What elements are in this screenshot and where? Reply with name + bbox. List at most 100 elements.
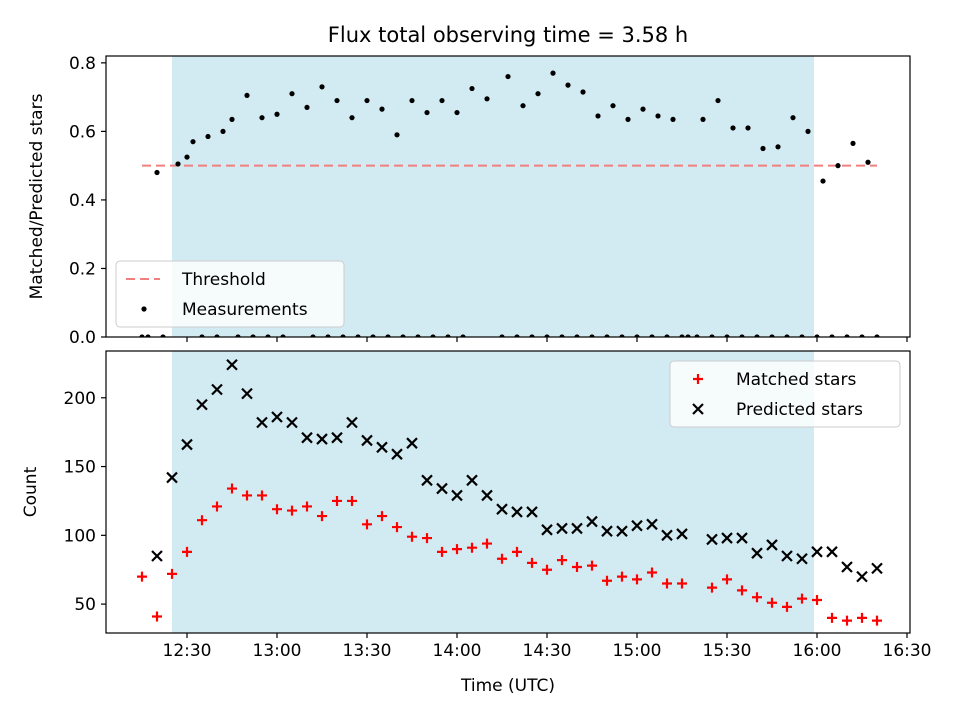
matched-star-point <box>617 571 627 582</box>
measurement-point <box>220 128 226 134</box>
predicted-star-point <box>661 529 673 542</box>
predicted-star-point <box>796 552 808 565</box>
predicted-star-point <box>481 489 493 502</box>
predicted-star-point <box>436 482 448 495</box>
matched-star-point <box>557 555 567 566</box>
matched-star-point <box>812 594 822 605</box>
measurement-point <box>724 334 730 337</box>
predicted-star-point <box>346 416 358 429</box>
matched-star-point <box>152 611 162 622</box>
predicted-star-point <box>256 416 268 429</box>
series-group <box>139 70 880 337</box>
predicted-star-point <box>391 448 403 460</box>
matched-star-point <box>317 511 327 522</box>
measurement-point <box>580 89 586 95</box>
measurement-point <box>574 334 580 337</box>
measurement-point <box>520 103 526 109</box>
measurement-point <box>274 111 280 117</box>
matched-star-point <box>347 495 357 506</box>
predicted-star-point <box>541 524 553 536</box>
y-tick-label: 150 <box>64 458 96 478</box>
measurement-point <box>379 106 385 112</box>
predicted-star-point <box>271 411 283 423</box>
measurement-point <box>364 97 370 104</box>
predicted-star-point <box>721 532 733 544</box>
matched-star-point <box>722 574 732 585</box>
matched-star-point <box>662 578 672 589</box>
measurement-point <box>190 139 196 145</box>
predicted-star-point <box>526 506 538 518</box>
matched-star-point <box>242 490 252 501</box>
measurement-point <box>760 145 766 152</box>
predicted-star-point <box>466 474 478 487</box>
measurement-point <box>325 334 331 337</box>
matched-star-point <box>797 593 807 604</box>
matched-star-point <box>527 557 537 568</box>
predicted-star-point <box>586 515 598 528</box>
measurement-point <box>340 334 346 337</box>
predicted-star-point <box>196 398 208 411</box>
matched-star-point <box>602 575 612 586</box>
axes-frame <box>105 55 911 338</box>
matched-star-point <box>467 542 477 553</box>
predicted-star-point <box>616 525 628 537</box>
matched-star-point <box>842 615 852 626</box>
matched-star-point <box>212 501 222 512</box>
predicted-star-point <box>331 431 343 444</box>
predicted-star-point <box>571 522 583 535</box>
measurement-point <box>439 97 445 104</box>
predicted-star-point <box>511 506 523 518</box>
measurement-point <box>670 116 676 122</box>
matched-star-point <box>182 546 192 557</box>
x-tick-label: 16:30 <box>883 641 932 661</box>
measurement-point <box>544 334 550 337</box>
measurement-point <box>160 334 166 337</box>
measurement-point <box>214 334 220 337</box>
matched-star-point <box>512 546 522 557</box>
legend-matched-marker <box>693 374 703 384</box>
y-tick-label: 0.0 <box>69 328 96 348</box>
predicted-star-point <box>226 358 238 371</box>
measurement-point <box>754 334 760 337</box>
x-tick-label: 14:30 <box>523 641 572 661</box>
x-tick-label: 15:00 <box>613 641 662 661</box>
predicted-star-point <box>811 546 823 558</box>
measurement-point <box>145 334 151 337</box>
predicted-star-point <box>646 518 658 531</box>
measurement-point <box>484 96 490 102</box>
top-panel: 0.0 0.2 0.4 0.6 0.8 Matched/Predicted stars Th… <box>27 54 911 348</box>
measurement-point <box>835 163 841 169</box>
predicted-star-point <box>286 416 298 429</box>
x-axis-label: Time (UTC) <box>460 676 555 696</box>
measurement-point <box>415 334 421 337</box>
measurement-point <box>634 334 640 337</box>
measurement-point <box>625 116 631 122</box>
matched-star-point <box>497 553 507 564</box>
predicted-star-point <box>166 471 178 484</box>
measurement-point <box>460 334 466 337</box>
x-tick-label: 13:00 <box>253 641 302 661</box>
axes-frame <box>105 350 911 634</box>
measurement-point <box>775 144 781 150</box>
matched-star-point <box>407 531 417 542</box>
measurement-point <box>334 97 340 104</box>
predicted-star-point <box>631 519 643 532</box>
measurement-point <box>700 116 706 122</box>
measurement-point <box>349 115 355 121</box>
predicted-star-point <box>871 562 883 575</box>
predicted-star-point <box>376 441 388 454</box>
measurement-point <box>400 334 406 337</box>
predicted-star-point <box>406 437 418 449</box>
legend-measurement-marker <box>141 306 147 312</box>
measurement-point <box>205 133 211 140</box>
measurement-point <box>814 334 820 337</box>
measurement-point <box>424 109 430 116</box>
matched-star-point <box>197 515 207 526</box>
measurement-point <box>304 104 310 111</box>
matched-star-point <box>542 564 552 575</box>
measurement-point <box>820 178 826 184</box>
measurement-point <box>799 334 805 337</box>
legend-label: Matched stars <box>736 370 856 390</box>
measurement-point <box>730 125 736 131</box>
